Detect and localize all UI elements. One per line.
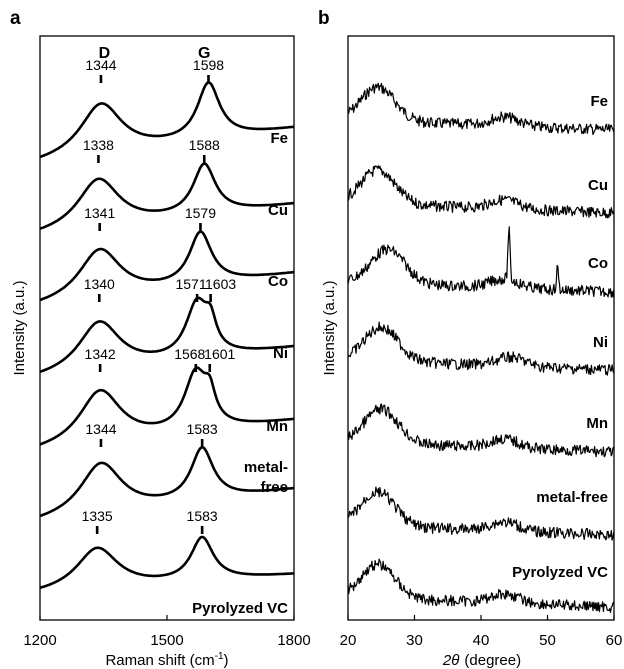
raman-peak-label: 1335: [82, 508, 113, 524]
xrd-series-label-fe: Fe: [590, 93, 608, 110]
xrd-x-axis-title: 2θ (degree): [442, 652, 521, 669]
raman-plot-frame: [39, 35, 295, 621]
xrd-series-label-mn: Mn: [586, 415, 608, 432]
xrd-traces: [347, 82, 615, 613]
raman-trace-pyrolyzed-vc: [39, 535, 295, 590]
xrd-x-tick-label: 50: [539, 632, 556, 649]
xrd-x-tick-label: 40: [473, 632, 490, 649]
raman-trace-metal: [39, 445, 295, 518]
raman-band-label: D: [99, 45, 111, 62]
raman-x-tick-label: 1200: [23, 632, 56, 649]
raman-band-label: G: [198, 45, 210, 62]
xrd-panel: 20 30 40 50 60 Fe Cu Co Ni Mn metal-free Pyrolyzed…: [321, 35, 623, 669]
raman-y-axis-title: Intensity (a.u.): [11, 280, 28, 375]
raman-series-label-co: Co: [268, 273, 288, 290]
raman-peak-label: 1583: [187, 508, 218, 524]
raman-peak-label: 1338: [83, 137, 114, 153]
xrd-trace-cu: [347, 165, 615, 219]
raman-labels: D G 1344 1598 Fe 1338 1588 Cu 1341 1579 Co 1340 1571…: [82, 45, 289, 617]
panel-a-letter: a: [10, 8, 21, 29]
raman-x-tick-label: 1800: [277, 632, 310, 649]
raman-peak-label: 1344: [85, 421, 116, 437]
raman-peak-label: 1583: [187, 421, 218, 437]
raman-traces: [39, 81, 295, 590]
raman-series-label-mn: Mn: [266, 418, 288, 435]
raman-peak-label: 1588: [189, 137, 220, 153]
raman-x-tick-label: 1500: [150, 632, 183, 649]
raman-x-axis-title-main: Raman shift (cm: [105, 652, 214, 669]
raman-series-label-cu: Cu: [268, 202, 288, 219]
xrd-trace-metal-free: [347, 486, 615, 541]
panel-b-letter: b: [318, 8, 330, 29]
xrd-trace-mn: [347, 403, 615, 458]
xrd-series-label-ni: Ni: [593, 334, 608, 351]
xrd-x-axis-unit: (degree): [464, 652, 521, 669]
xrd-trace-pyrolyzed-vc: [347, 558, 615, 613]
raman-x-axis-title-superscript: -1: [215, 651, 224, 662]
raman-series-label-pyrolyzed-vc: Pyrolyzed VC: [192, 600, 288, 617]
raman-x-ticks: 1200 1500 1800: [23, 615, 311, 649]
raman-series-label-metal: metal-: [244, 459, 288, 476]
raman-peak-label: 1344: [85, 57, 116, 73]
xrd-trace-ni: [347, 321, 615, 376]
xrd-series-label-cu: Cu: [588, 177, 608, 194]
xrd-series-label-metal-free: metal-free: [536, 489, 608, 506]
xrd-series-label-co: Co: [588, 255, 608, 272]
raman-peak-label: 1601: [204, 346, 235, 362]
xrd-x-tick-label: 60: [606, 632, 623, 649]
xrd-x-tick-label: 30: [406, 632, 423, 649]
raman-series-label-fe: Fe: [270, 130, 288, 147]
xrd-trace-fe: [347, 82, 615, 136]
raman-peak-label: 1340: [84, 276, 115, 292]
raman-peak-label: 1341: [84, 205, 115, 221]
raman-x-axis-title: Raman shift (cm-1): [105, 651, 228, 669]
raman-peak-label: 1571: [175, 276, 206, 292]
xrd-x-tick-label: 20: [340, 632, 357, 649]
raman-peak-label: 1598: [193, 57, 224, 73]
raman-peak-label: 1579: [185, 205, 216, 221]
raman-series-label-free: free: [260, 479, 288, 496]
xrd-labels: Fe Cu Co Ni Mn metal-free Pyrolyzed VC: [512, 93, 608, 581]
xrd-series-label-pyrolyzed-vc: Pyrolyzed VC: [512, 564, 608, 581]
raman-series-label-ni: Ni: [273, 345, 288, 362]
xrd-trace-co: [347, 226, 615, 298]
raman-x-axis-title-end: ): [224, 652, 229, 669]
xrd-y-axis-title: Intensity (a.u.): [321, 280, 338, 375]
raman-panel: 1200 1500 1800 D G 1344 1598 Fe 1338 1588 Cu 1341 1…: [11, 35, 311, 669]
xrd-x-axis-symbol: 2θ: [442, 652, 459, 669]
raman-trace-mn: [39, 366, 295, 446]
raman-trace-fe: [39, 81, 295, 159]
raman-trace-ni: [39, 296, 295, 374]
raman-trace-co: [39, 230, 295, 302]
raman-peak-label: 1603: [205, 276, 236, 292]
raman-peak-label: 1342: [85, 346, 116, 362]
raman-peak-label: 1568: [174, 346, 205, 362]
xrd-x-ticks: 20 30 40 50 60: [340, 615, 623, 649]
raman-trace-cu: [39, 162, 295, 230]
